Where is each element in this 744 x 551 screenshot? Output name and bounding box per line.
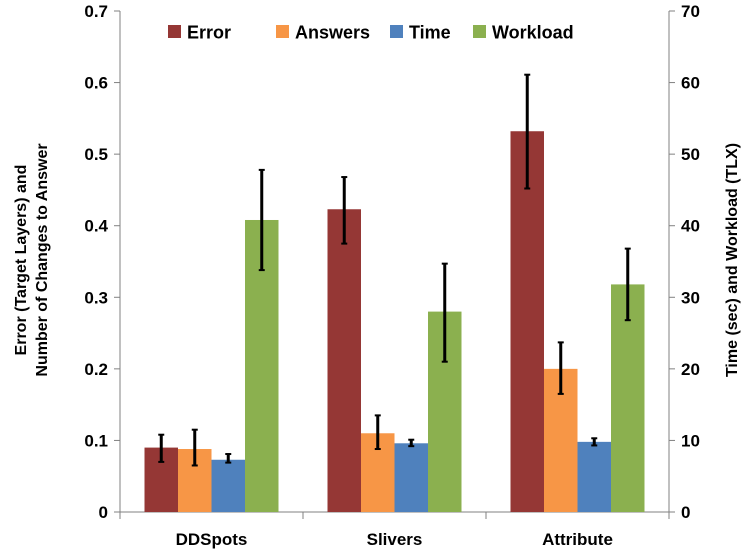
right-axis-label: Time (sec) and Workload (TLX) bbox=[724, 143, 741, 377]
bar-time-ddspots bbox=[211, 459, 245, 512]
category-labels: DDSpots Slivers Attribute bbox=[176, 530, 613, 549]
left-tick-label: 0.2 bbox=[84, 360, 108, 379]
legend-swatch-time bbox=[390, 25, 403, 38]
right-tick-label: 30 bbox=[681, 288, 700, 307]
bar-error-slivers bbox=[327, 209, 361, 512]
bar-time-attribute bbox=[577, 441, 611, 512]
left-tick-label: 0.6 bbox=[84, 74, 108, 93]
left-tick-label: 0.1 bbox=[84, 431, 108, 450]
legend-label-time: Time bbox=[409, 23, 451, 43]
right-tick-label: 20 bbox=[681, 360, 700, 379]
right-tick-label: 0 bbox=[681, 503, 690, 522]
bars bbox=[144, 131, 645, 513]
legend-label-answers: Answers bbox=[295, 23, 370, 43]
right-tick-label: 10 bbox=[681, 431, 700, 450]
left-tick-label: 0.4 bbox=[84, 217, 108, 236]
left-axis-ticks: 0 0.1 0.2 0.3 0.4 0.5 0.6 0.7 bbox=[84, 2, 120, 522]
error-bars bbox=[158, 73, 631, 467]
legend-label-error: Error bbox=[187, 23, 231, 43]
bar-time-slivers bbox=[394, 443, 428, 512]
bar-workload-attribute bbox=[611, 284, 645, 512]
left-axis-label-line1: Error (Target Layers) and bbox=[13, 165, 30, 356]
left-tick-label: 0.7 bbox=[84, 2, 108, 21]
legend-swatch-workload bbox=[473, 25, 486, 38]
left-axis-label-line2: Number of Changes to Answer bbox=[34, 143, 51, 376]
right-tick-label: 70 bbox=[681, 2, 700, 21]
category-label-ddspots: DDSpots bbox=[176, 530, 248, 549]
right-axis-ticks: 0 10 20 30 40 50 60 70 bbox=[669, 2, 700, 522]
legend-label-workload: Workload bbox=[492, 23, 574, 43]
legend-swatch-error bbox=[168, 25, 181, 38]
category-label-attribute: Attribute bbox=[542, 530, 613, 549]
right-tick-label: 60 bbox=[681, 74, 700, 93]
right-tick-label: 40 bbox=[681, 217, 700, 236]
legend: Error Answers Time Workload bbox=[168, 23, 574, 43]
bar-error-attribute bbox=[510, 131, 544, 513]
left-tick-label: 0 bbox=[99, 503, 108, 522]
left-tick-label: 0.5 bbox=[84, 145, 108, 164]
left-tick-label: 0.3 bbox=[84, 288, 108, 307]
legend-swatch-answers bbox=[276, 25, 289, 38]
right-tick-label: 50 bbox=[681, 145, 700, 164]
category-label-slivers: Slivers bbox=[367, 530, 423, 549]
